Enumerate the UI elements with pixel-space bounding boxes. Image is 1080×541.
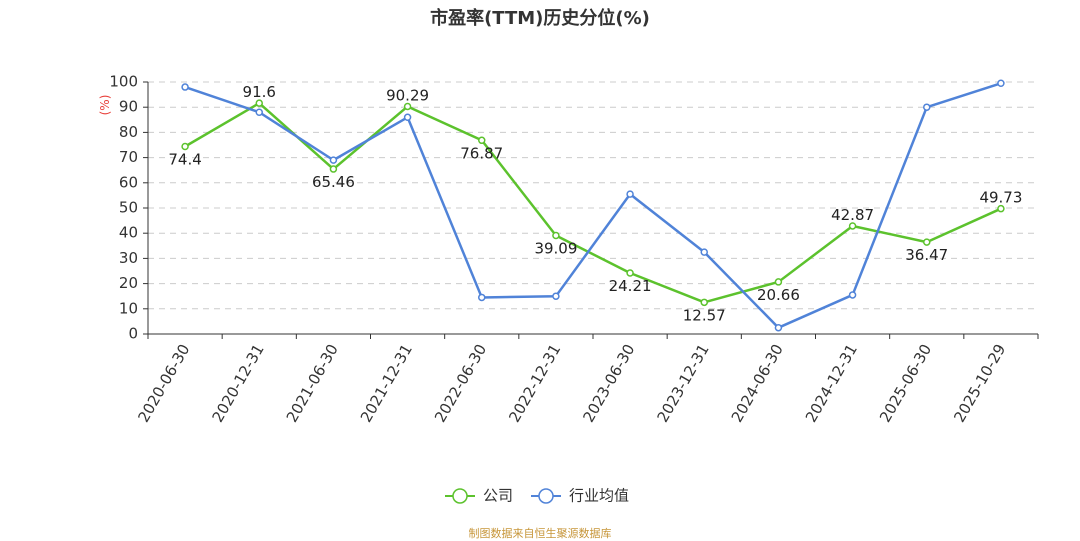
y-tick-label: 100 <box>109 73 138 91</box>
data-point <box>329 156 338 164</box>
data-point <box>552 231 560 240</box>
legend-label: 公司 <box>483 487 513 505</box>
data-point <box>774 323 783 332</box>
y-tick-label: 40 <box>119 224 138 242</box>
y-tick-label: 0 <box>128 325 138 343</box>
data-point <box>848 222 857 230</box>
data-label: 49.73 <box>979 189 1022 207</box>
y-tick-label: 60 <box>119 173 138 191</box>
data-label: 42.87 <box>831 206 874 224</box>
legend-marker <box>538 488 554 504</box>
chart-title: 市盈率(TTM)历史分位(%) <box>430 8 650 29</box>
y-axis-label: (%) <box>98 95 112 116</box>
x-tick-label: 2020-06-30 <box>134 341 193 426</box>
data-label: 36.47 <box>905 246 948 264</box>
y-tick-label: 70 <box>119 148 138 166</box>
y-tick-label: 10 <box>119 299 138 317</box>
source-note: 制图数据来自恒生聚源数据库 <box>468 527 612 540</box>
data-label: 12.57 <box>683 306 726 324</box>
data-point <box>181 142 189 151</box>
data-point <box>997 79 1005 88</box>
data-point <box>329 165 338 173</box>
y-tick-label: 30 <box>119 249 138 267</box>
data-point <box>923 238 931 246</box>
x-tick-label: 2022-12-31 <box>505 341 564 426</box>
data-point <box>403 102 412 111</box>
data-label: 76.87 <box>460 144 503 162</box>
data-point <box>626 269 634 277</box>
series-line-1 <box>184 82 1002 329</box>
x-tick-label: 2025-10-29 <box>950 341 1009 426</box>
legend-marker <box>452 488 468 504</box>
data-point <box>700 298 708 307</box>
x-tick-label: 2024-12-31 <box>802 341 861 426</box>
data-point <box>478 293 486 302</box>
data-point <box>552 292 560 300</box>
data-point <box>255 99 263 107</box>
data-point <box>403 113 412 122</box>
data-label: 91.6 <box>243 83 276 101</box>
x-tick-label: 2020-12-31 <box>209 341 268 426</box>
x-tick-label: 2022-06-30 <box>431 341 490 426</box>
data-label: 90.29 <box>386 86 429 104</box>
x-tick-label: 2023-12-31 <box>654 341 713 426</box>
data-point <box>923 103 931 111</box>
legend-label: 行业均值 <box>569 487 629 505</box>
x-tick-label: 2021-06-30 <box>283 341 342 426</box>
data-point <box>700 248 708 256</box>
y-tick-label: 20 <box>119 274 138 292</box>
data-point <box>478 136 486 145</box>
data-label: 65.46 <box>312 173 355 191</box>
x-tick-label: 2021-12-31 <box>357 341 416 426</box>
data-point <box>774 278 783 286</box>
data-point <box>626 190 634 198</box>
y-tick-label: 50 <box>119 199 138 217</box>
series-line-0 <box>184 101 1002 304</box>
data-point <box>255 108 263 116</box>
x-tick-label: 2023-06-30 <box>579 341 638 426</box>
data-point <box>848 291 857 299</box>
x-tick-label: 2025-06-30 <box>876 341 935 426</box>
data-label: 20.66 <box>757 286 800 304</box>
data-label: 39.09 <box>534 239 577 257</box>
data-label: 74.4 <box>168 151 201 169</box>
data-point <box>181 83 189 91</box>
y-tick-label: 80 <box>119 123 138 141</box>
data-label: 24.21 <box>609 277 652 295</box>
y-tick-label: 90 <box>119 98 138 116</box>
x-tick-label: 2024-06-30 <box>728 341 787 426</box>
data-point <box>997 204 1005 213</box>
